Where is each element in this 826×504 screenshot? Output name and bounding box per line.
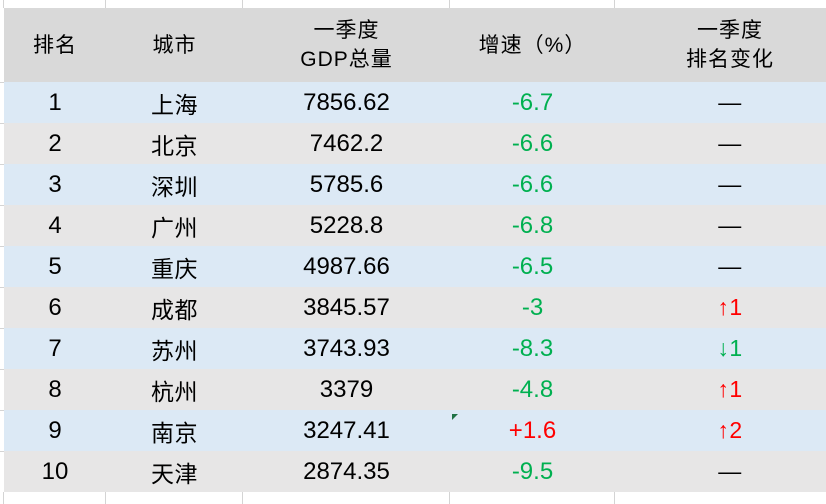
cell-rank: 7 <box>48 334 62 362</box>
cell-gdp: 3247.41 <box>303 416 390 444</box>
cell-gdp: 4987.66 <box>303 252 390 280</box>
cell-rank-change: — <box>718 253 742 279</box>
cell-rank: 1 <box>48 88 62 116</box>
cell-rank: 4 <box>48 211 62 239</box>
table-row: 3 深圳 5785.6 -6.6 — <box>4 164 826 205</box>
table-row: 1 上海 7856.62 -6.7 — <box>4 82 826 123</box>
table-row: 7 苏州 3743.93 -8.3 ↓1 <box>4 328 826 369</box>
cell-rank: 3 <box>48 170 62 198</box>
cell-city: 北京 <box>151 132 198 159</box>
table-row: 2 北京 7462.2 -6.6 — <box>4 123 826 164</box>
cell-gdp: 3379 <box>319 375 374 403</box>
sheet-top-strip <box>0 0 826 8</box>
gridline <box>242 0 243 8</box>
cell-city: 杭州 <box>151 378 198 405</box>
cell-rank-change: — <box>718 212 742 238</box>
table-row: 8 杭州 3379 -4.8 ↑1 <box>4 369 826 410</box>
table-row: 4 广州 5228.8 -6.8 — <box>4 205 826 246</box>
gridline <box>105 0 106 8</box>
cell-rank-change: ↑1 <box>717 376 743 402</box>
cell-growth: -6.7 <box>511 88 554 116</box>
gridline <box>614 0 615 8</box>
cell-city: 上海 <box>151 91 198 118</box>
gdp-ranking-table: 排名 城市 一季度 GDP总量 增速（%） 一季度 排名变化 1 上海 7856… <box>4 8 826 492</box>
cell-growth: +1.6 <box>508 416 557 444</box>
cell-gdp: 7856.62 <box>303 88 390 116</box>
table-body: 1 上海 7856.62 -6.7 — 2 北京 7462.2 -6.6 — 3… <box>4 82 826 492</box>
cell-gdp: 5228.8 <box>309 211 384 239</box>
cell-rank: 8 <box>48 375 62 403</box>
header-rank-change: 一季度 排名变化 <box>615 8 826 82</box>
header-gdp-label-line2: GDP总量 <box>300 48 393 71</box>
cell-city: 广州 <box>151 214 198 241</box>
table-row: 5 重庆 4987.66 -6.5 — <box>4 246 826 287</box>
cell-city: 南京 <box>151 419 198 446</box>
header-rank-label: 排名 <box>33 33 77 57</box>
header-rank-change-label-line2: 排名变化 <box>686 48 774 71</box>
cell-growth: -6.6 <box>511 170 554 198</box>
cell-growth: -9.5 <box>511 457 554 485</box>
cell-growth: -8.3 <box>511 334 554 362</box>
cell-growth: -6.6 <box>511 129 554 157</box>
cell-rank-change: ↑1 <box>717 294 743 320</box>
gridline <box>105 492 106 504</box>
cell-growth: -6.5 <box>511 252 554 280</box>
gridline <box>242 492 243 504</box>
cell-rank: 10 <box>41 457 69 485</box>
gridline <box>449 492 450 504</box>
cell-city: 天津 <box>151 460 198 487</box>
header-rank-change-label-line1: 一季度 <box>697 19 763 42</box>
cell-rank-change: — <box>718 458 742 484</box>
cell-rank-change: ↓1 <box>717 335 743 361</box>
cell-gdp: 5785.6 <box>309 170 384 198</box>
sheet-bottom-strip <box>0 492 826 504</box>
cell-rank-change: — <box>718 171 742 197</box>
header-city-label: 城市 <box>152 33 197 57</box>
header-growth-label: 增速（%） <box>478 33 587 57</box>
gridline <box>449 0 450 8</box>
cell-growth: -3 <box>521 293 544 321</box>
header-city: 城市 <box>106 8 243 82</box>
cell-growth: -4.8 <box>511 375 554 403</box>
cell-gdp: 3845.57 <box>303 293 390 321</box>
header-gdp-label-line1: 一季度 <box>313 19 380 42</box>
cell-city: 苏州 <box>151 337 198 364</box>
cell-rank: 5 <box>48 252 62 280</box>
table-row: 10 天津 2874.35 -9.5 — <box>4 451 826 492</box>
header-gdp: 一季度 GDP总量 <box>243 8 450 82</box>
cell-city: 成都 <box>151 296 198 323</box>
cell-rank-change: — <box>718 89 742 115</box>
gridline <box>3 492 4 504</box>
sheet-left-strip <box>0 82 4 493</box>
header-rank: 排名 <box>4 8 106 82</box>
table-header-row: 排名 城市 一季度 GDP总量 增速（%） 一季度 排名变化 <box>4 8 826 82</box>
cell-rank: 2 <box>48 129 62 157</box>
cell-gdp: 2874.35 <box>303 457 390 485</box>
cell-rank-change: ↑2 <box>717 417 743 443</box>
header-growth: 增速（%） <box>450 8 615 82</box>
cell-error-flag-icon <box>452 414 458 420</box>
cell-rank-change: — <box>718 130 742 156</box>
cell-gdp: 7462.2 <box>309 129 384 157</box>
gridline <box>614 492 615 504</box>
cell-city: 深圳 <box>151 173 198 200</box>
table-row: 6 成都 3845.57 -3 ↑1 <box>4 287 826 328</box>
cell-gdp: 3743.93 <box>303 334 390 362</box>
table-row: 9 南京 3247.41 +1.6 ↑2 <box>4 410 826 451</box>
cell-city: 重庆 <box>151 255 198 282</box>
cell-rank: 9 <box>48 416 62 444</box>
gridline <box>3 0 4 8</box>
cell-growth: -6.8 <box>511 211 554 239</box>
cell-rank: 6 <box>48 293 62 321</box>
